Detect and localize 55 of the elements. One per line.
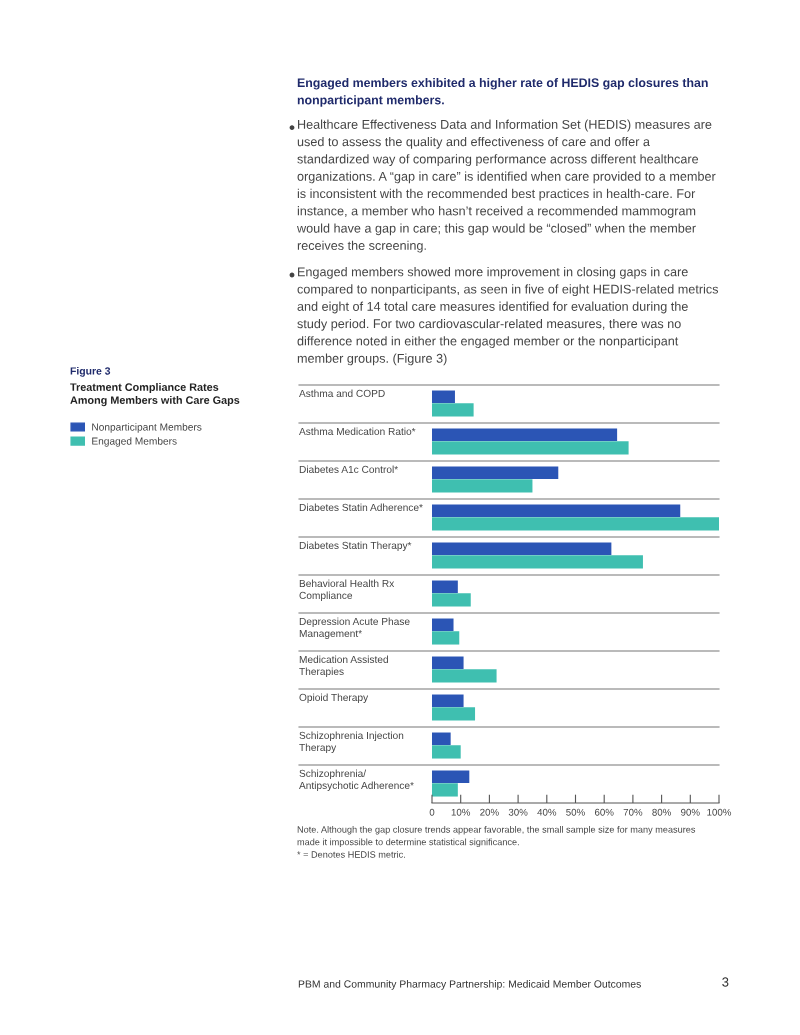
bar xyxy=(432,441,629,455)
x-tick-label: 100% xyxy=(707,808,732,816)
y-tick-label: Behavioral Health Rx Compliance xyxy=(299,579,395,602)
text: Treatment Compliance Rates Among Members with Care Gaps xyxy=(70,383,240,407)
text: PBM and Community Pharmacy Partnership: Medicaid Member Outcomes xyxy=(298,980,641,990)
bar xyxy=(432,669,497,683)
bar xyxy=(432,479,533,493)
legend-label: Nonparticipant Members xyxy=(92,423,202,433)
bar xyxy=(432,631,460,645)
text: Note. Although the gap closure trends appear favorable, the small sample size for many measures made it impossible to determine statistical significance. xyxy=(297,826,696,848)
bar xyxy=(432,390,455,404)
bar xyxy=(432,593,471,607)
bar xyxy=(432,428,618,442)
bar xyxy=(432,770,470,784)
x-tick-label: 10% xyxy=(451,808,471,816)
bar xyxy=(432,694,464,708)
y-tick-label: Opioid Therapy xyxy=(299,693,369,704)
text: Engaged members showed more improvement in closing gaps in care compared to nonparticipants, as seen in five of eight HEDIS-related metrics and eight of 14 total care measures identified for evaluation during the study period. For two cardiovascular-related measures, there was no difference noted in either the engaged member or the nonparticipant member groups. (Figure 3) xyxy=(297,267,719,366)
bar xyxy=(432,745,461,759)
y-tick-label: Diabetes Statin Therapy* xyxy=(299,541,412,552)
bar xyxy=(432,555,643,569)
text: Healthcare Effectiveness Data and Information Set (HEDIS) measures are used to assess the quality and effectiveness of care and offer a standardized way of comparing performance across different healthcare organizations. A “gap in care” is identified when care provided to a member is inconsistent with the recommended best practices in health-care. For instance, a member who hasn’t received a recommended mammogram would have a gap in care; this gap would be “closed” when the member receives the screening. xyxy=(296,119,716,253)
text: 3 xyxy=(722,977,729,987)
bar xyxy=(432,707,476,721)
text: Engaged members exhibited a higher rate of HEDIS gap closures than nonparticipant members. xyxy=(297,78,708,107)
y-tick-label: Asthma Medication Ratio* xyxy=(299,427,416,436)
legend-label: Engaged Members xyxy=(92,437,177,447)
x-tick-label: 50% xyxy=(566,808,585,816)
bar xyxy=(432,783,458,797)
bar xyxy=(432,403,474,417)
x-tick-label: 0 xyxy=(429,808,435,816)
bar xyxy=(432,517,719,531)
bar xyxy=(432,580,458,594)
x-tick-label: 60% xyxy=(594,808,614,816)
bar xyxy=(432,618,454,632)
x-tick-label: 40% xyxy=(537,808,557,816)
y-tick-label: Schizophrenia/ Antipsychotic Adherence* xyxy=(299,769,414,792)
y-tick-label: Diabetes A1c Control* xyxy=(299,465,399,474)
x-tick-label: 20% xyxy=(480,808,499,816)
y-tick-label: Asthma and COPD xyxy=(299,389,385,398)
text: * = Denotes HEDIS metric. xyxy=(297,851,405,858)
bar xyxy=(432,732,451,746)
x-tick-label: 80% xyxy=(652,808,671,816)
bar xyxy=(432,504,681,518)
x-tick-label: 90% xyxy=(681,808,700,816)
y-tick-label: Schizophrenia Injection Therapy xyxy=(299,731,404,754)
bar xyxy=(432,466,559,480)
y-tick-label: Medication Assisted Therapies xyxy=(299,655,388,678)
x-tick-label: 70% xyxy=(623,808,643,816)
bar xyxy=(432,542,612,556)
y-tick-label: Diabetes Statin Adherence* xyxy=(299,503,423,512)
y-tick-label: Depression Acute Phase Management* xyxy=(299,617,410,640)
text: Figure 3 xyxy=(70,367,111,377)
bar xyxy=(432,656,464,670)
x-tick-label: 30% xyxy=(508,808,528,816)
